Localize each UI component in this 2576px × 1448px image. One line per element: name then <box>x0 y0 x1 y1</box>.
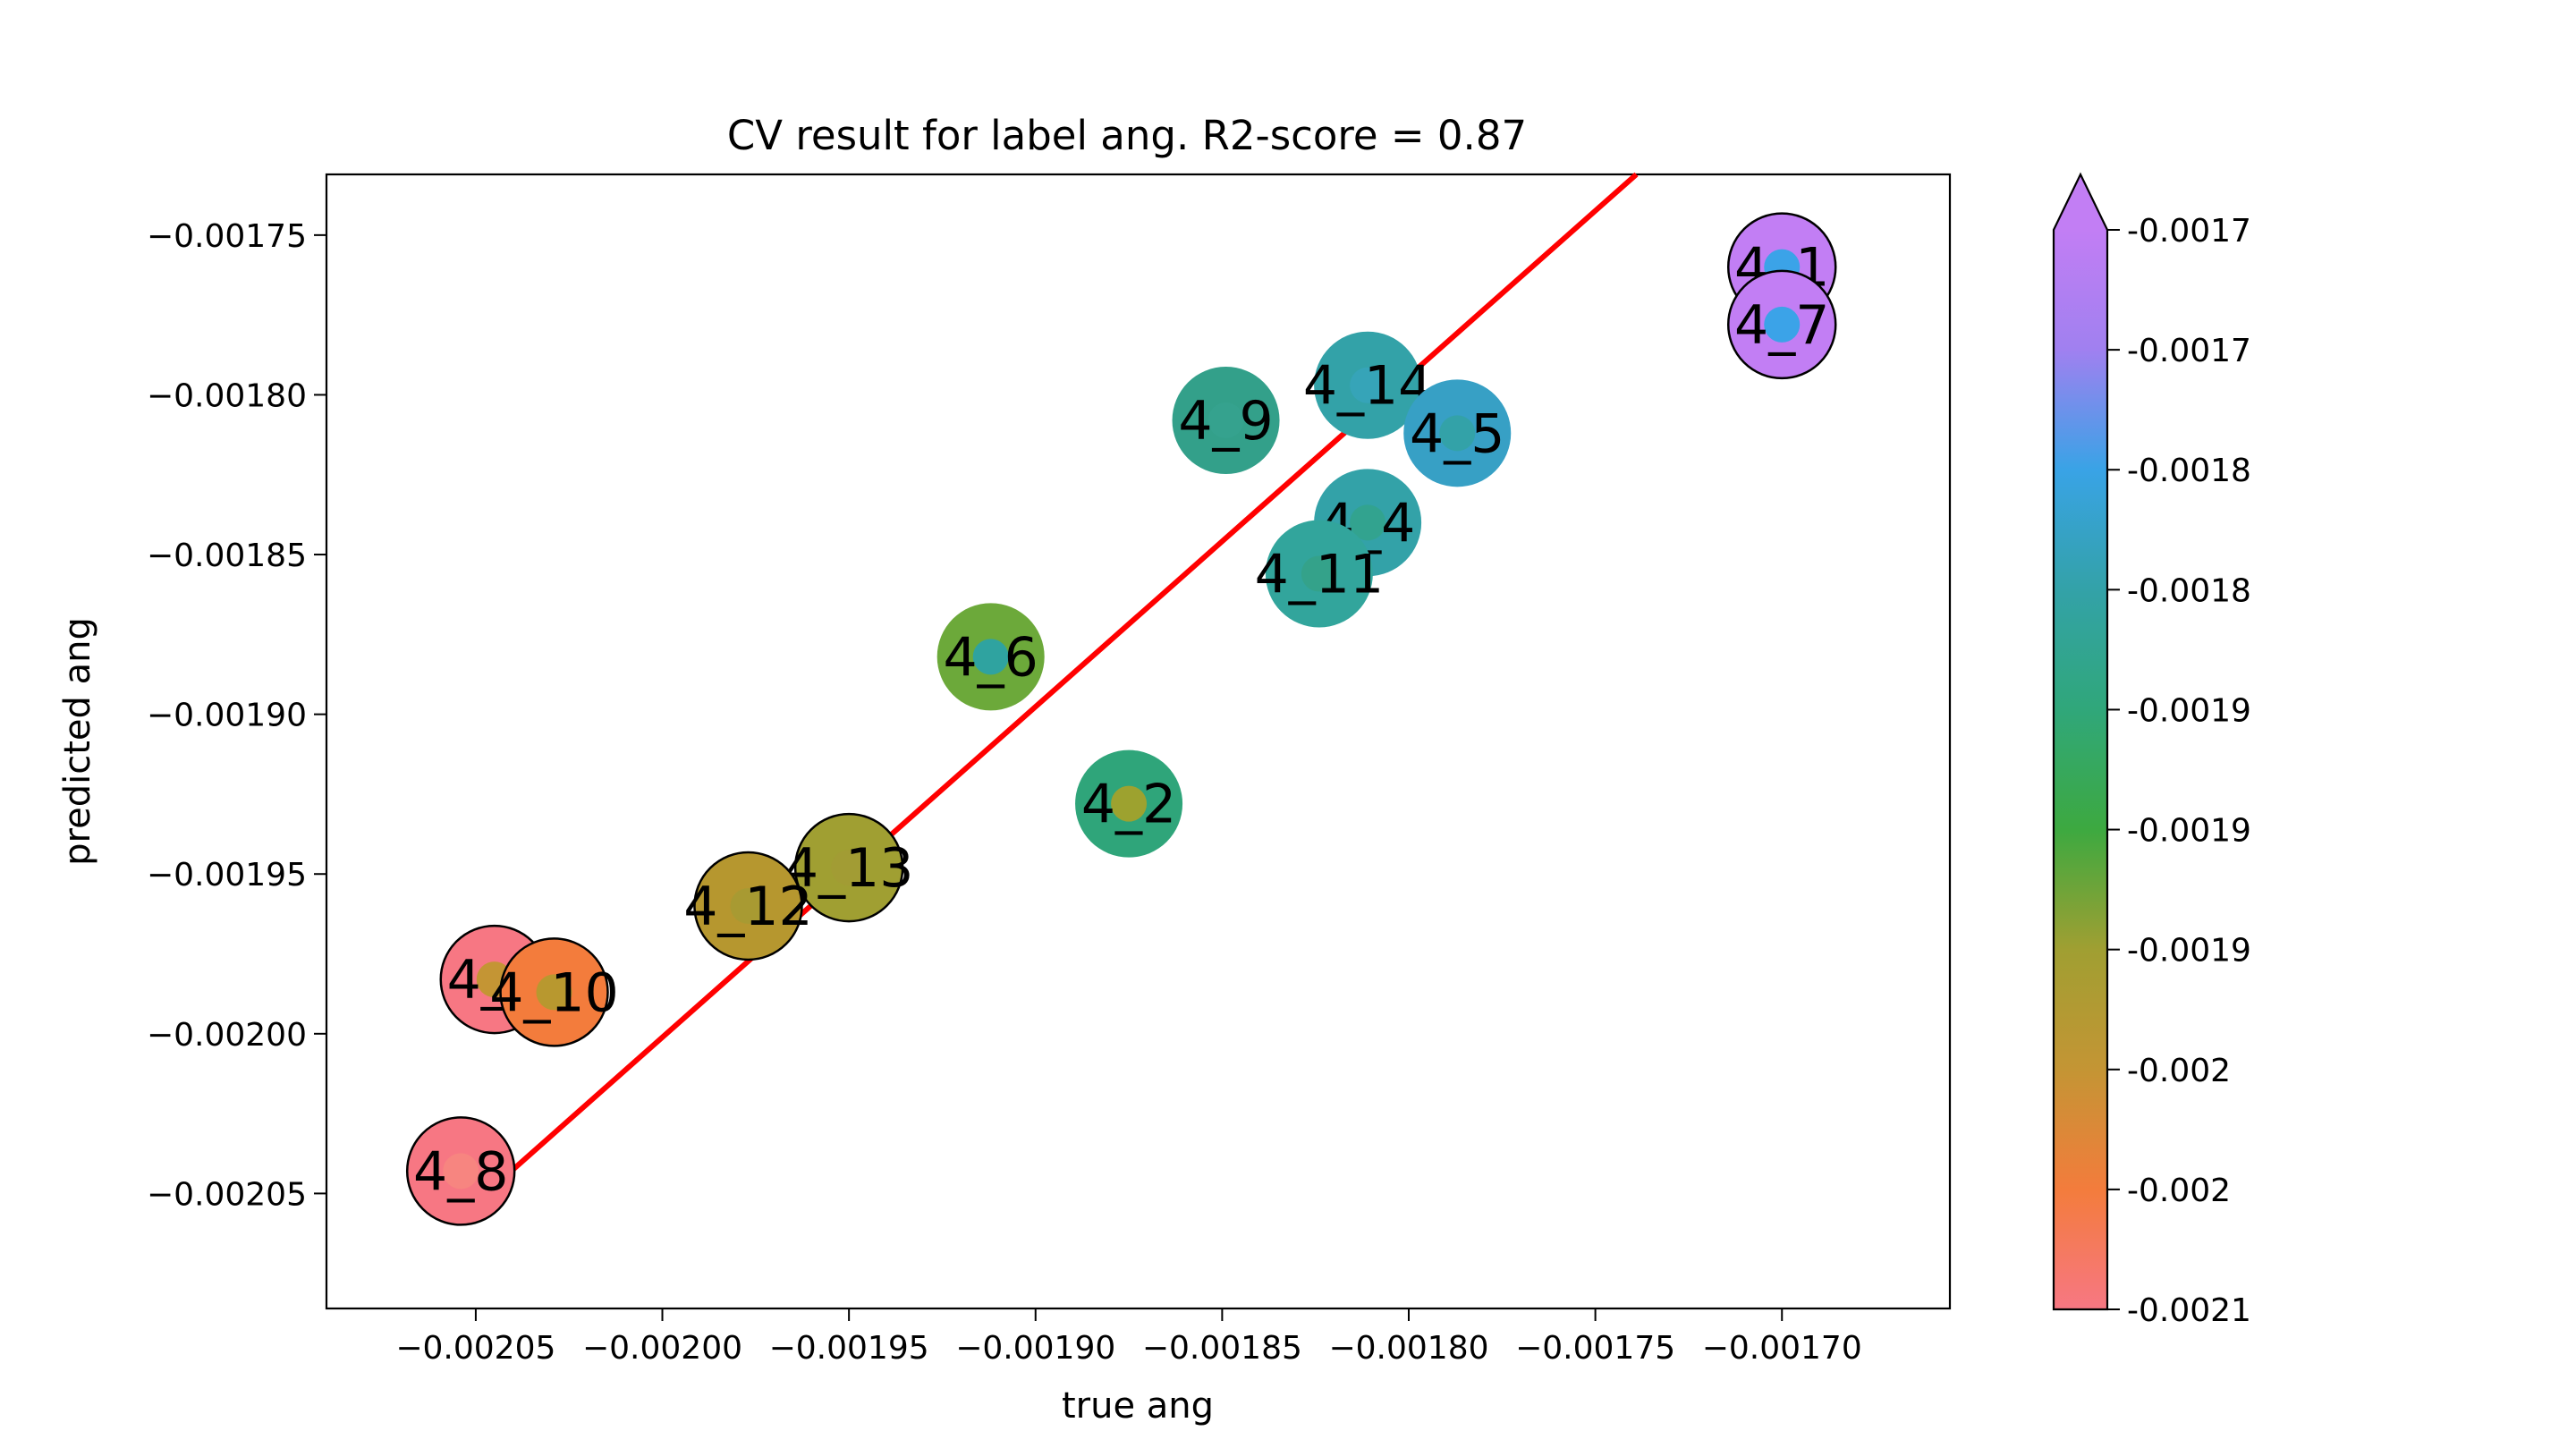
point-label: 4_12 <box>683 876 813 938</box>
y-axis: −0.00175 −0.00180 −0.00185 −0.00190 −0.00195… <box>147 218 326 1213</box>
colorbar-tick-label: -0.002 <box>2127 1053 2231 1089</box>
fit-line <box>459 172 1639 1218</box>
point-inner-marker <box>1350 367 1386 403</box>
plot-frame <box>325 173 1952 1310</box>
point-label: 4_2 <box>1081 774 1176 836</box>
data-point: 4_10 <box>489 937 619 1047</box>
y-tick-label: −0.00190 <box>147 698 307 734</box>
data-point: 4_6 <box>936 603 1045 711</box>
data-point: 4_7 <box>1726 269 1837 380</box>
point-label: 4_13 <box>784 837 914 900</box>
colorbar-tick-label: -0.0019 <box>2127 813 2251 850</box>
x-tick-label: −0.00180 <box>1328 1330 1488 1367</box>
point-inner-marker <box>1764 306 1801 343</box>
y-tick-label: −0.00195 <box>147 857 307 893</box>
point-inner-marker <box>536 974 572 1011</box>
data-point: 4_13 <box>784 812 914 923</box>
x-tick-label: −0.00190 <box>955 1330 1115 1367</box>
colorbar-gradient <box>2054 230 2107 1309</box>
chart-title: CV result for label ang. R2-score = 0.87 <box>727 112 1527 159</box>
y-tick-label: −0.00185 <box>147 538 307 574</box>
point-inner-marker <box>1301 555 1337 592</box>
data-point: 4_12 <box>683 851 813 961</box>
colorbar-tick-label: -0.0018 <box>2127 453 2251 489</box>
y-axis-title: predicted ang <box>57 617 98 866</box>
plot-area: −0.00205 −0.00200 −0.00195 −0.00190 −0.00185… <box>147 172 1952 1367</box>
data-point: 4_11 <box>1255 520 1385 628</box>
data-point: 4_2 <box>1075 749 1183 858</box>
points-layer: 4_14_74_144_9 4_54_44_114_64_24_134_124_3… <box>405 212 1837 1226</box>
point-inner-marker <box>972 639 1009 675</box>
point-inner-marker <box>1111 785 1148 822</box>
colorbar-outline <box>2052 172 2109 1311</box>
point-inner-marker <box>1439 415 1476 452</box>
point-inner-marker <box>831 850 868 886</box>
x-tick-label: −0.00170 <box>1702 1330 1862 1367</box>
y-tick-label: −0.00205 <box>147 1176 307 1213</box>
point-label: 4_10 <box>489 961 619 1024</box>
colorbar-tick-label: -0.0017 <box>2127 213 2251 250</box>
x-axis: −0.00205 −0.00200 −0.00195 −0.00190 −0.00185… <box>395 1308 1862 1367</box>
data-point: 4_5 <box>1403 379 1512 487</box>
colorbar-tick-label: -0.002 <box>2127 1173 2231 1209</box>
colorbar-tick-label: -0.0018 <box>2127 572 2251 609</box>
y-tick-label: −0.00180 <box>147 377 307 414</box>
x-tick-label: −0.00195 <box>769 1330 929 1367</box>
x-tick-label: −0.00200 <box>582 1330 742 1367</box>
x-tick-label: −0.00205 <box>395 1330 555 1367</box>
data-point: 4_8 <box>405 1116 516 1226</box>
colorbar-tick-label: -0.0021 <box>2127 1292 2251 1329</box>
colorbar-tick-label: -0.0019 <box>2127 692 2251 729</box>
point-label: 4_8 <box>413 1140 508 1203</box>
colorbar-ticks: -0.0021 -0.002 -0.002 -0.0019 -0.0019 -0.0019… <box>2107 213 2251 1329</box>
point-label: 4_6 <box>944 626 1038 689</box>
point-label: 4_5 <box>1410 402 1504 465</box>
x-axis-title: true ang <box>1062 1385 1214 1427</box>
point-inner-marker <box>1350 504 1386 541</box>
colorbar-extend-arrow <box>2054 174 2107 230</box>
data-point: 4_9 <box>1172 367 1280 475</box>
fit-line-layer <box>459 172 1639 1218</box>
point-inner-marker <box>443 1153 479 1190</box>
point-label: 4_11 <box>1255 543 1385 605</box>
point-label: 4_9 <box>1178 390 1273 453</box>
x-tick-label: −0.00175 <box>1515 1330 1675 1367</box>
y-tick-label: −0.00200 <box>147 1017 307 1054</box>
point-label: 4_7 <box>1734 294 1829 357</box>
colorbar-tick-label: -0.0017 <box>2127 333 2251 369</box>
point-inner-marker <box>730 887 767 924</box>
colorbar-tick-label: -0.0019 <box>2127 933 2251 970</box>
colorbar: -0.0021 -0.002 -0.002 -0.0019 -0.0019 -0.0019… <box>2052 172 2251 1329</box>
y-tick-label: −0.00175 <box>147 218 307 255</box>
point-inner-marker <box>1208 402 1244 439</box>
x-tick-label: −0.00185 <box>1142 1330 1302 1367</box>
